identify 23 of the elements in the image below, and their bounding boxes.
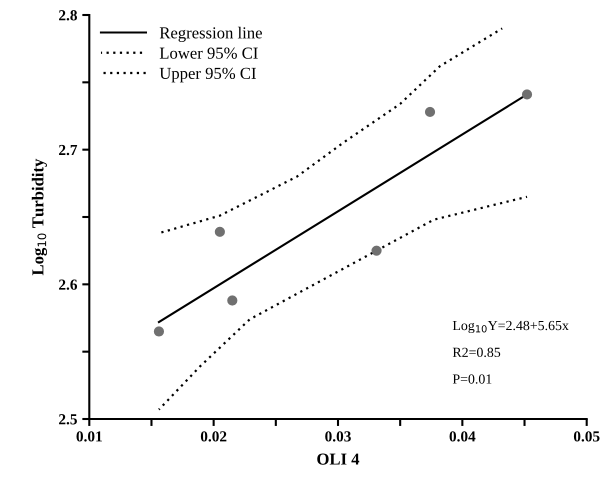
annotation: Log$_{10}$Y=2.48+5.65x xyxy=(452,320,569,334)
point xyxy=(424,106,436,118)
y-tick-label: 2.5 xyxy=(59,414,77,425)
point xyxy=(371,246,382,256)
y-tick-label: 2.8 xyxy=(59,10,77,21)
y-tick-label: 2.7 xyxy=(59,144,78,156)
point xyxy=(227,295,238,306)
x-tick-label: 0.05 xyxy=(574,431,600,442)
annotation: R2=0.85 xyxy=(452,348,500,358)
point xyxy=(214,226,225,237)
legend-label: Lower 95% CI xyxy=(160,48,258,59)
legend-label: Upper 95% CI xyxy=(160,68,256,82)
y-axis-title: Log$_{10}$ Turbidity xyxy=(32,158,48,276)
x-tick-label: 0.01 xyxy=(76,431,102,442)
point xyxy=(522,89,532,100)
legend-label: Regression line xyxy=(160,26,262,42)
x-tick-label: 0.04 xyxy=(450,431,476,442)
annotation: P=0.01 xyxy=(452,374,492,384)
x-tick-label: 0.02 xyxy=(200,431,226,442)
x-axis-title: OLI 4 xyxy=(317,454,360,465)
x-tick-label: 0.03 xyxy=(325,431,351,442)
point xyxy=(154,326,164,337)
y-tick-label: 2.6 xyxy=(59,280,78,290)
